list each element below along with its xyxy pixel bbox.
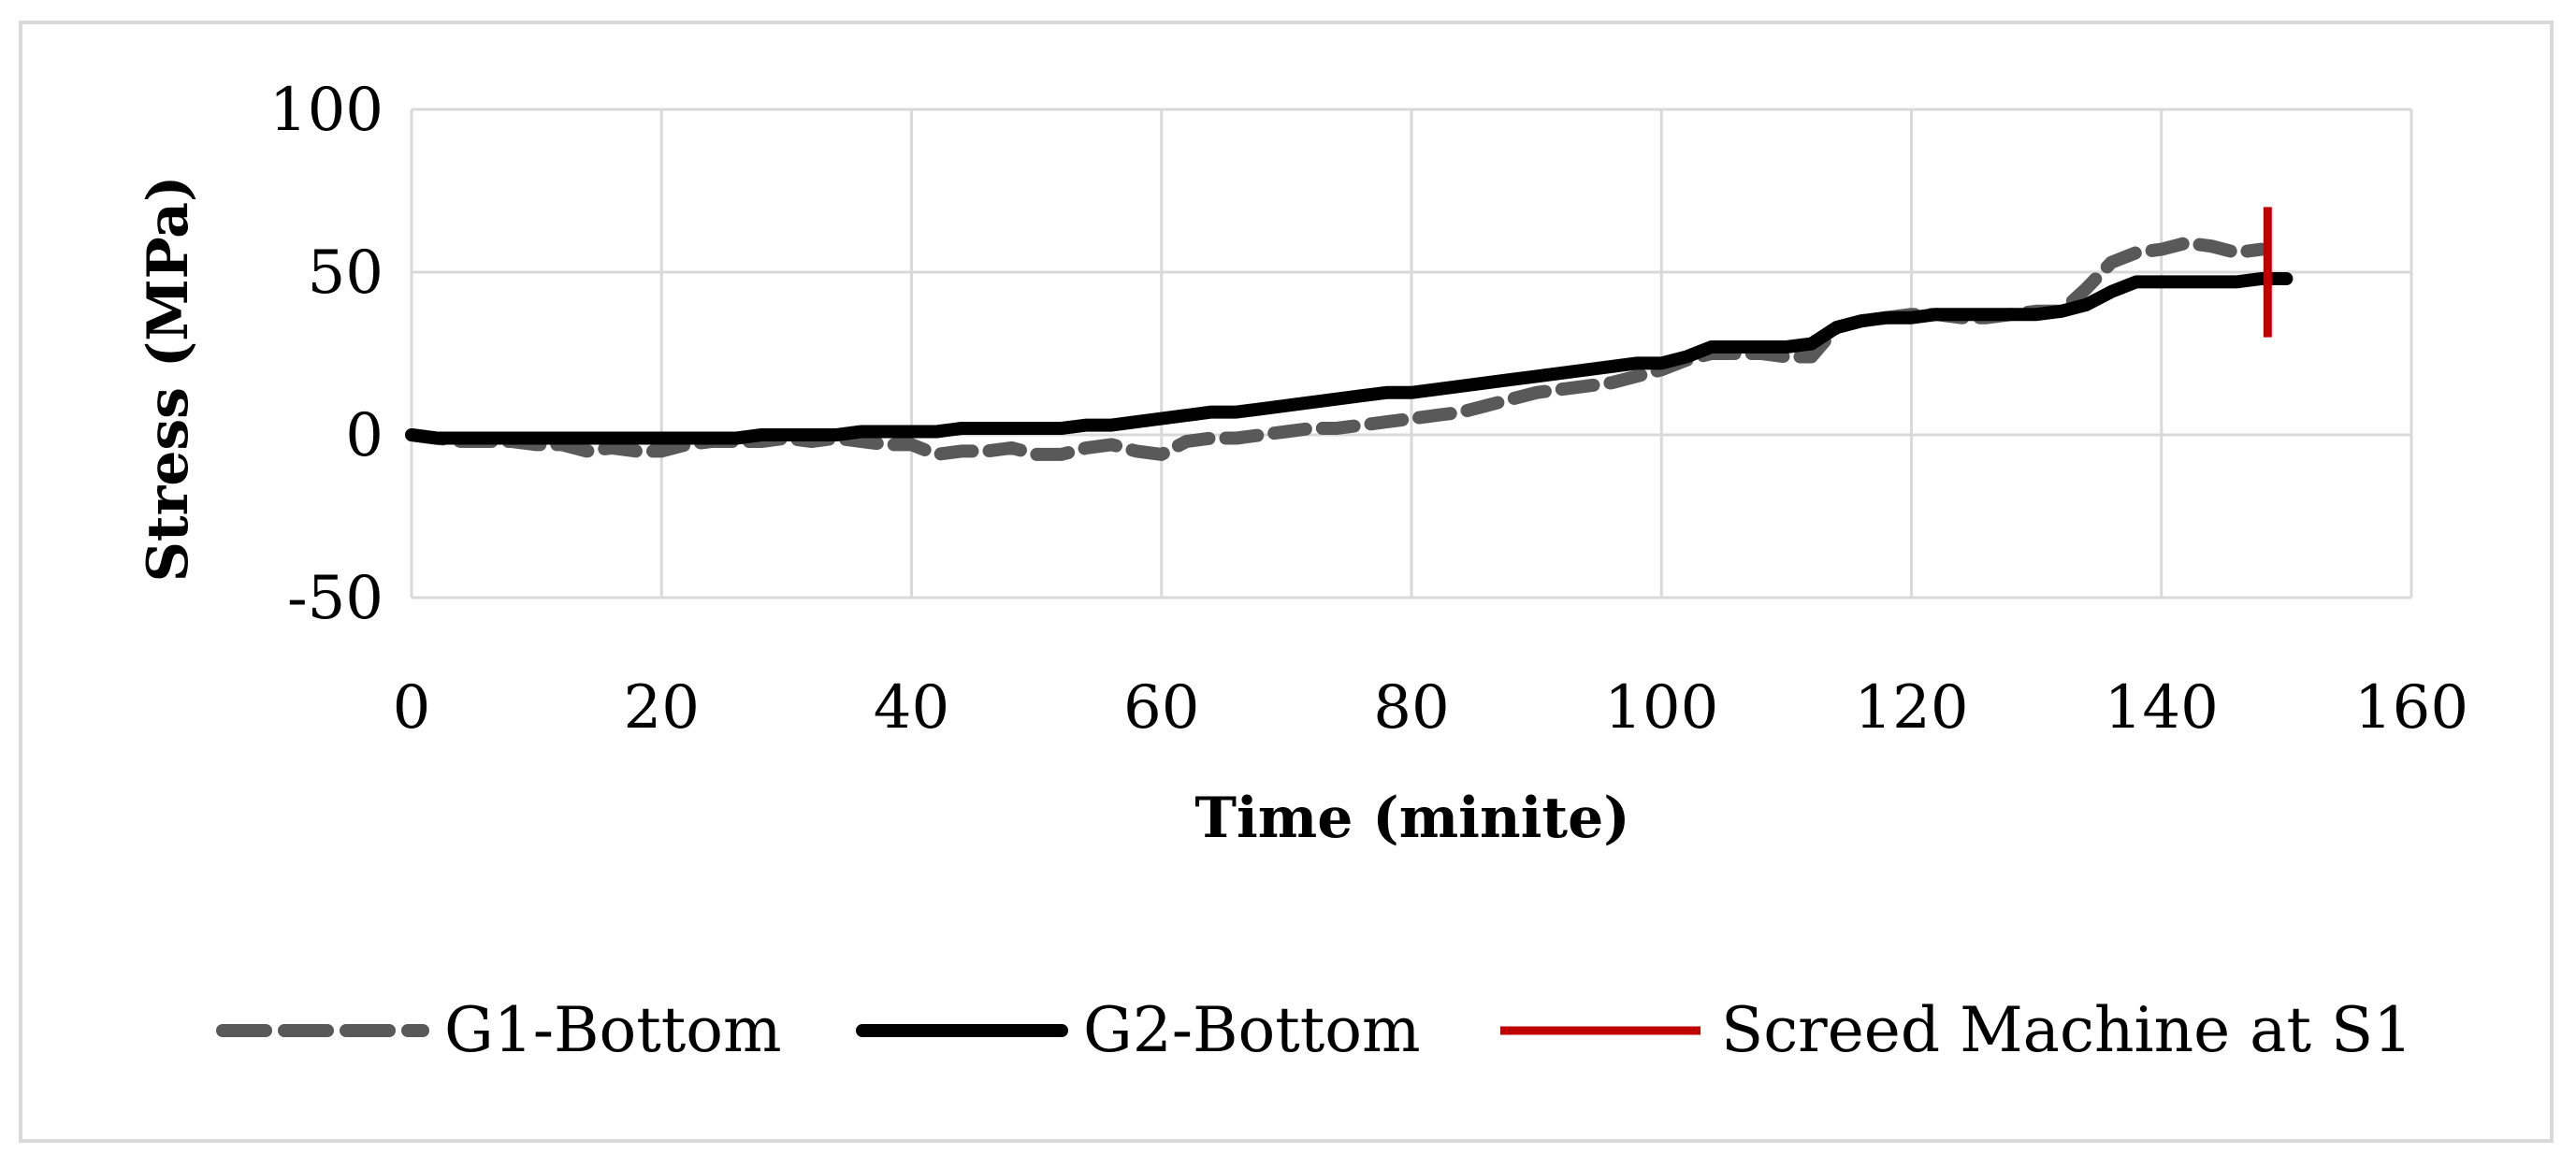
- legend-label-g1-bottom: G1-Bottom: [444, 994, 782, 1066]
- x-tick-label: 160: [2354, 673, 2468, 743]
- series-lines: [405, 207, 2294, 461]
- x-tick-label: 40: [874, 673, 949, 743]
- x-tick-label: 140: [2105, 673, 2219, 743]
- y-tick-label: -50: [287, 564, 384, 633]
- legend-label-g2-bottom: G2-Bottom: [1083, 994, 1421, 1066]
- x-tick-label: 80: [1373, 673, 1449, 743]
- x-tick-label: 120: [1854, 673, 1968, 743]
- y-tick-label: 50: [308, 238, 384, 308]
- x-tick-label: 20: [624, 673, 700, 743]
- x-tick-label: 100: [1604, 673, 1718, 743]
- y-tick-label: 0: [345, 401, 384, 470]
- x-tick-labels: 0 20 40 60 80 100 120 140 160: [393, 673, 2468, 743]
- y-axis-title: Stress (MPa): [136, 176, 201, 583]
- series-line-g1-bottom: [405, 236, 2268, 461]
- x-tick-label: 0: [393, 673, 431, 743]
- chart-frame: [19, 21, 2554, 1143]
- y-tick-label: 100: [269, 76, 384, 145]
- legend: G1-Bottom G2-Bottom Screed Machine at S1: [216, 994, 2412, 1066]
- x-axis-title: Time (minite): [1194, 786, 1629, 851]
- legend-label-screed-machine: Screed Machine at S1: [1721, 994, 2412, 1066]
- y-tick-labels: -50 0 50 100: [269, 76, 384, 633]
- grid: [410, 108, 2413, 599]
- series-line-g2-bottom: [405, 272, 2294, 445]
- x-tick-label: 60: [1123, 673, 1199, 743]
